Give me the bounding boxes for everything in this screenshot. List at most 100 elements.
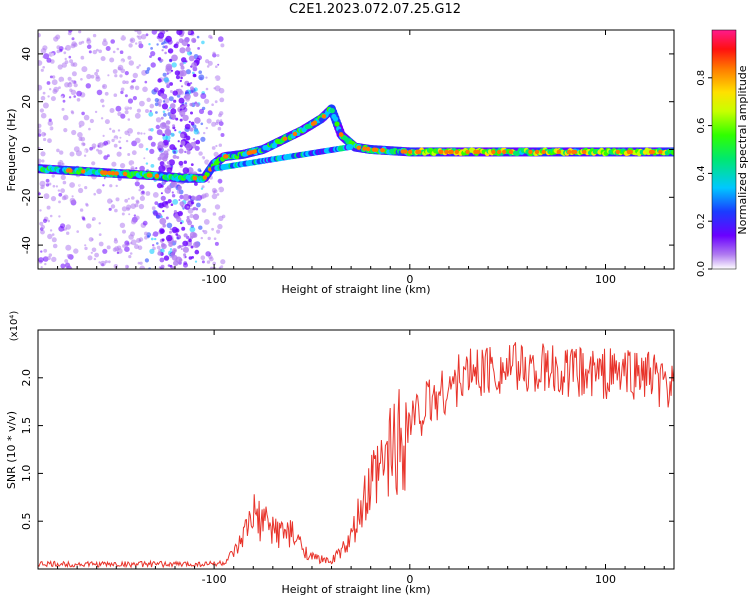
spectrogram-cell (72, 62, 78, 67)
spectrogram-cell (59, 150, 64, 155)
spectrogram-cell (166, 84, 171, 89)
spectrogram-cell (51, 52, 54, 56)
spectrogram-cell (91, 242, 97, 248)
spectrogram-cell (117, 64, 124, 71)
spectrogram-cell (66, 253, 71, 258)
spectrogram-cell (582, 149, 587, 155)
spectrogram-cell (149, 248, 155, 254)
spectrogram-cell (71, 111, 75, 115)
spectrogram-cell (159, 257, 165, 263)
spectrogram-cell (165, 216, 169, 220)
spectrogram-cell (615, 149, 620, 155)
spectrogram-cell (67, 76, 72, 81)
spectrogram-cell (88, 237, 94, 242)
spectrogram-cell (98, 233, 102, 237)
spectrogram-cell (62, 99, 66, 103)
spectrogram-cell (217, 223, 223, 230)
spectrogram-cell (38, 133, 42, 137)
spectrogram-cell (184, 123, 191, 130)
spectrogram-cell (86, 44, 92, 49)
spectrogram-cell (160, 248, 165, 254)
spectrogram-cell (184, 256, 187, 258)
spectrogram-cell (57, 64, 63, 70)
spectrogram-cell (201, 40, 205, 45)
spectrogram-cell (157, 78, 162, 83)
spectrogram-cell (101, 104, 105, 108)
spectrogram-cell (84, 186, 88, 190)
spectrogram-cell (180, 65, 185, 70)
spectrogram-cell (106, 154, 110, 158)
spectrogram-cell (73, 248, 79, 254)
spectrogram-cell (128, 213, 131, 216)
spectrogram-cell (107, 198, 113, 204)
spectrogram-cell (72, 80, 77, 85)
spectrogram-cell (189, 226, 196, 233)
x-tick-label: 0 (406, 573, 413, 586)
spectrogram-cell (148, 111, 154, 117)
spectrogram-cell (103, 207, 107, 211)
spectrogram-cell (156, 43, 159, 46)
spectrogram-cell (439, 149, 444, 155)
spectrogram-cell (199, 169, 202, 173)
spectrogram-cell (160, 215, 163, 219)
spectrogram-cell (96, 179, 103, 185)
spectrogram-cell (148, 128, 152, 132)
spectrogram-cell (94, 154, 97, 158)
spectrogram-cell (180, 248, 183, 250)
spectrogram-cell (172, 90, 178, 96)
spectrogram-cell (78, 182, 83, 187)
spectrogram-cell (64, 259, 69, 263)
spectrogram-cell (126, 51, 129, 54)
spectrogram-cell (73, 83, 78, 88)
spectrogram-cell (104, 119, 110, 125)
spectrogram-cell (76, 230, 79, 233)
spectrogram-cell (465, 149, 470, 155)
spectrogram-cell (162, 210, 165, 213)
spectrogram-cells (38, 30, 674, 269)
spectrogram-cell (103, 140, 109, 146)
spectrogram-cell (204, 98, 210, 104)
spectrogram-cell (121, 44, 126, 50)
spectrogram-cell (124, 94, 128, 98)
spectrogram-cell (129, 106, 132, 110)
spectrogram-cell (51, 75, 56, 79)
spectrogram-cell (71, 41, 77, 47)
spectrogram-cell (163, 255, 170, 261)
spectrogram-cell (73, 141, 77, 145)
spectrogram-cell (187, 207, 194, 214)
spectrogram-cell (139, 165, 145, 172)
spectrogram-cell (145, 147, 149, 151)
spectrogram-cell (140, 132, 143, 135)
spectrogram-cell (157, 57, 162, 61)
spectrogram-cell (219, 97, 225, 103)
spectrogram-cell (81, 185, 85, 188)
spectrogram-cell (71, 199, 77, 204)
spectrogram-cell (156, 242, 159, 245)
spectrogram-cell (50, 196, 57, 202)
spectrogram-cell (46, 205, 51, 210)
spectrogram-cell (192, 213, 200, 220)
spectrogram-cell (194, 260, 198, 263)
spectrogram-cell (57, 189, 61, 192)
spectrogram-cell (170, 113, 177, 120)
spectrogram-cell (93, 192, 96, 196)
spectrogram-cell (51, 57, 54, 60)
spectrogram-cell (184, 150, 187, 154)
spectrogram-cell (171, 191, 174, 194)
spectrogram-cell (71, 71, 77, 77)
spectrogram-cell (134, 85, 140, 91)
spectrogram-cell (150, 141, 156, 147)
spectrogram-cell (60, 263, 66, 269)
spectrogram-cell (79, 208, 84, 212)
spectrogram-cell (502, 149, 507, 155)
spectrogram-cell (206, 260, 211, 264)
spectrogram-cell (98, 222, 101, 225)
spectrogram-cell (151, 30, 157, 35)
spectrogram-cell (108, 207, 112, 211)
spectrogram-cell (46, 32, 49, 35)
spectrogram-cell (329, 108, 335, 114)
spectrogram-cell (567, 149, 572, 155)
spectrogram-cell (182, 114, 189, 122)
spectrogram-cell (152, 231, 159, 237)
spectrogram-cell (47, 219, 50, 223)
